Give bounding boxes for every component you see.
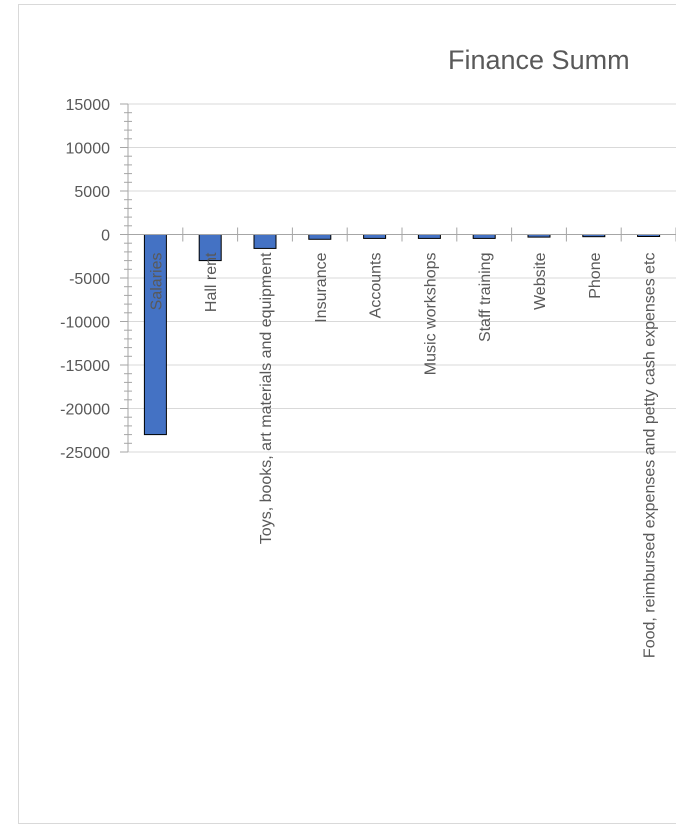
y-tick-label: -5000 (69, 271, 110, 288)
finance-summary-chart: Finance Summ 15000 10000 5000 0 -5000 -10000 -… (60, 45, 676, 658)
bar (363, 234, 387, 239)
x-tick-label: Music workshops (422, 253, 439, 376)
x-tick-label: Hall rent (203, 252, 220, 312)
y-tick-label: 0 (101, 228, 110, 245)
x-axis (120, 227, 676, 242)
bars (143, 234, 661, 436)
x-tick-label: Phone (587, 252, 604, 298)
bar (253, 234, 277, 249)
bar (308, 234, 332, 240)
x-tick-label: Website (532, 252, 549, 310)
chart-title: Finance Summ (448, 45, 630, 75)
x-tick-label: Accounts (368, 253, 385, 319)
category-labels: Salaries Hall rent Toys, books, art materi… (148, 252, 658, 658)
gridlines (120, 103, 676, 453)
x-tick-label: Food, reimbursed expenses and petty cash… (642, 253, 659, 659)
y-tick-label: -25000 (60, 445, 110, 462)
y-tick-label: 5000 (74, 184, 110, 201)
x-tick-label: Insurance (313, 252, 330, 322)
y-tick-label: 15000 (66, 97, 111, 114)
y-tick-label: -15000 (60, 358, 110, 375)
x-tick-label: Staff training (477, 253, 494, 343)
y-tick-label: -10000 (60, 315, 110, 332)
y-axis: 15000 10000 5000 0 -5000 -10000 -15000 -20000 -2… (60, 97, 132, 462)
x-tick-label: Salaries (148, 253, 165, 311)
x-tick-label: Toys, books, art materials and equipment (258, 252, 275, 544)
bar (472, 234, 496, 239)
y-tick-label: -20000 (60, 402, 110, 419)
bar (417, 234, 441, 239)
y-tick-label: 10000 (66, 141, 111, 158)
